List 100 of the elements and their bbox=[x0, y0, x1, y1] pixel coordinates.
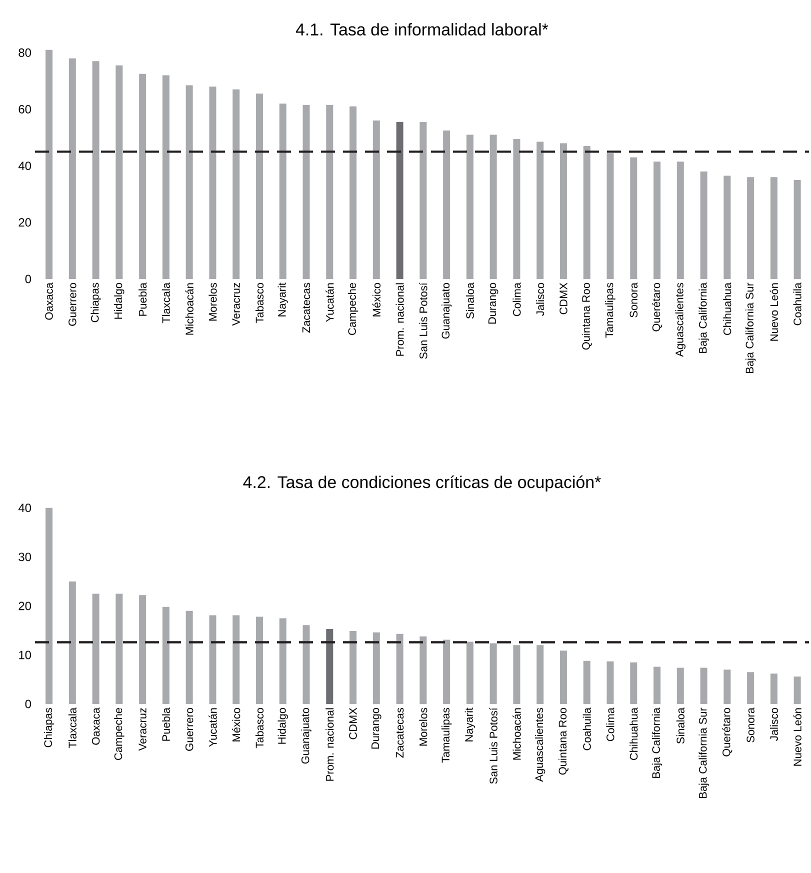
bar bbox=[490, 134, 497, 279]
x-tick-label: Veracruz bbox=[138, 708, 146, 751]
x-tick-label: Nuevo León bbox=[793, 708, 802, 766]
bar bbox=[747, 177, 754, 279]
bar bbox=[700, 668, 708, 704]
bar bbox=[279, 618, 286, 704]
bar bbox=[606, 153, 614, 279]
bar bbox=[116, 594, 123, 704]
x-tick-label: Tamaulipas bbox=[441, 708, 452, 763]
y-tick-label: 10 bbox=[19, 650, 32, 660]
bar bbox=[443, 130, 450, 279]
bar bbox=[372, 120, 380, 279]
x-tick-label: Quintana Roo bbox=[558, 708, 568, 775]
y-tick-label: 40 bbox=[18, 162, 32, 170]
x-tick-label: CDMX bbox=[560, 282, 568, 314]
x-tick-label: Morelos bbox=[208, 282, 217, 321]
x-tick-label: Coahuila bbox=[793, 282, 802, 326]
x-tick-label: Aguascalientes bbox=[675, 282, 686, 357]
bar bbox=[256, 94, 263, 279]
bar bbox=[232, 89, 240, 279]
y-tick-label: 40 bbox=[18, 504, 32, 512]
bar bbox=[536, 142, 544, 279]
x-tick-label: Michoacán bbox=[185, 283, 194, 335]
bar bbox=[466, 642, 474, 704]
x-tick-label: Nuevo León bbox=[770, 283, 778, 341]
y-tick-label: 30 bbox=[18, 552, 32, 562]
x-tick-label: Veracruz bbox=[232, 283, 240, 326]
x-tick-label: Coahuila bbox=[582, 708, 591, 750]
bar bbox=[724, 670, 731, 704]
x-tick-label: San Luis Potosí bbox=[419, 282, 428, 359]
bar bbox=[536, 645, 544, 704]
x-tick-label: Aguascalientes bbox=[534, 708, 546, 782]
bar bbox=[747, 672, 754, 704]
x-tick-label: Prom. nacional bbox=[326, 708, 334, 781]
bar bbox=[794, 676, 801, 704]
x-tick-label: Guanajuato bbox=[441, 282, 452, 339]
bar bbox=[630, 662, 638, 704]
x-tick-label: Prom. nacional bbox=[396, 283, 404, 356]
bar bbox=[279, 104, 286, 279]
bar bbox=[326, 628, 334, 704]
y-tick-label: 80 bbox=[18, 48, 32, 57]
x-tick-label: Puebla bbox=[162, 708, 170, 741]
x-tick-label: Hidalgo bbox=[114, 282, 124, 319]
bar bbox=[654, 666, 661, 704]
x-tick-label: Michoacán bbox=[512, 708, 521, 760]
x-tick-label: Chiapas bbox=[90, 282, 101, 322]
bar bbox=[92, 61, 100, 279]
x-tick-label: Durango bbox=[372, 708, 382, 749]
x-tick-label: Guerrero bbox=[68, 282, 76, 326]
bar bbox=[794, 180, 801, 279]
x-tick-label: Jalisco bbox=[536, 282, 544, 316]
bar bbox=[630, 157, 638, 279]
bar bbox=[139, 74, 146, 279]
x-tick-label: Sonora bbox=[630, 282, 638, 318]
x-tick-label: Nayarit bbox=[278, 282, 288, 316]
bar bbox=[186, 85, 193, 279]
bar bbox=[256, 616, 263, 704]
bar bbox=[443, 640, 450, 704]
bar bbox=[302, 625, 310, 704]
bar bbox=[560, 143, 567, 279]
bar bbox=[583, 146, 590, 279]
bar bbox=[68, 581, 76, 704]
x-tick-label: Morelos bbox=[419, 708, 428, 746]
bar bbox=[92, 594, 100, 704]
x-tick-label: Jalisco bbox=[770, 708, 778, 741]
bar bbox=[513, 138, 520, 279]
bar bbox=[700, 171, 708, 279]
bar bbox=[676, 668, 684, 704]
chart-title: 4.2. Tasa de condiciones críticas de ocupación* bbox=[243, 476, 601, 492]
bar bbox=[209, 86, 216, 279]
x-tick-label: Tabasco bbox=[255, 708, 264, 748]
x-tick-label: Campeche bbox=[348, 283, 358, 335]
x-tick-label: Sinaloa bbox=[676, 708, 684, 744]
x-tick-label: Tabasco bbox=[255, 282, 264, 324]
bar bbox=[46, 508, 53, 704]
x-tick-label: Zacatecas bbox=[396, 708, 404, 758]
bar bbox=[560, 650, 567, 704]
bar bbox=[396, 122, 404, 279]
x-tick-label: Querétaro bbox=[722, 708, 732, 756]
bar bbox=[139, 595, 146, 704]
chart-title: 4.1. Tasa de informalidad laboral* bbox=[296, 23, 548, 36]
x-tick-label: Quintana Roo bbox=[582, 283, 592, 350]
bar bbox=[420, 636, 427, 704]
x-tick-label: Puebla bbox=[138, 282, 147, 316]
x-tick-label: Tlaxcala bbox=[162, 282, 170, 324]
x-tick-label: Yucatán bbox=[326, 283, 334, 322]
bar bbox=[68, 58, 76, 279]
x-tick-label: Hidalgo bbox=[278, 708, 288, 744]
bar bbox=[676, 162, 684, 279]
x-tick-label: Guerrero bbox=[185, 708, 194, 751]
x-tick-label: Yucatán bbox=[208, 708, 217, 747]
bar bbox=[606, 661, 614, 704]
x-tick-label: Nayarit bbox=[464, 708, 476, 742]
bar bbox=[162, 75, 170, 279]
x-tick-label: Querétaro bbox=[652, 282, 662, 332]
x-tick-label: San Luis Potosí bbox=[489, 708, 498, 784]
bar bbox=[162, 606, 170, 704]
x-tick-label: Tamaulipas bbox=[605, 282, 616, 338]
x-tick-label: Chihuahua bbox=[723, 282, 732, 335]
bar bbox=[186, 610, 193, 704]
